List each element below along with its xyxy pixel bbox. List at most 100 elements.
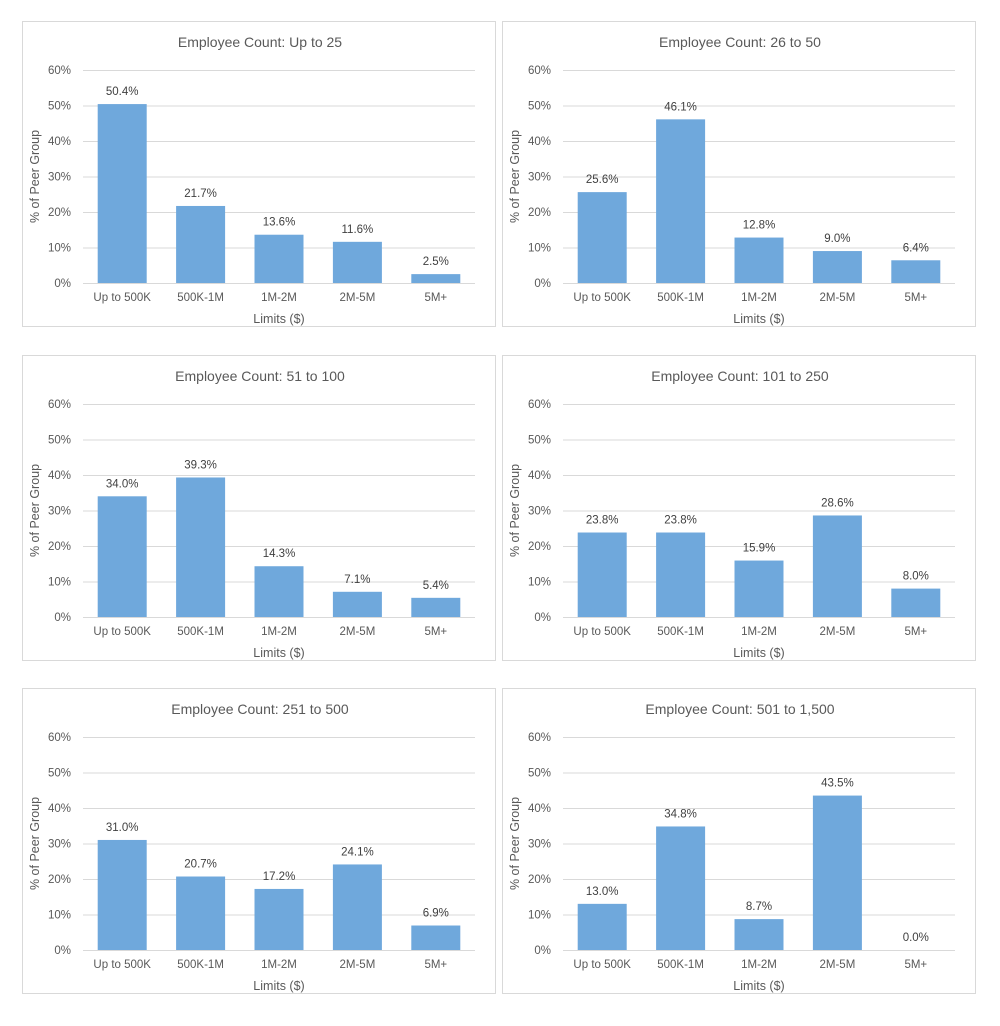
bar	[812, 795, 862, 950]
bar	[411, 274, 461, 283]
y-tick-label: 0%	[54, 612, 71, 624]
chart-title: Employee Count: 26 to 50	[659, 34, 821, 50]
chart-title: Employee Count: 251 to 500	[171, 701, 349, 717]
bar	[812, 251, 862, 283]
y-tick-label: 0%	[54, 278, 71, 290]
data-label: 13.0%	[586, 886, 619, 898]
bar	[254, 888, 304, 950]
bar-chart: Employee Count: 101 to 250 0% 10% 20% 30% 40%…	[508, 368, 955, 660]
data-label: 12.8%	[743, 220, 776, 232]
bar-chart: Employee Count: 251 to 500 0% 10% 20% 30% 40%…	[28, 701, 475, 993]
bar	[332, 864, 382, 950]
chart-title: Employee Count: 501 to 1,500	[645, 701, 834, 717]
bar	[577, 532, 627, 617]
y-tick-label: 60%	[48, 65, 71, 77]
x-tick-label: 2M-5M	[340, 626, 376, 638]
y-tick-label: 40%	[48, 803, 71, 815]
x-axis-title: Limits ($)	[733, 979, 784, 993]
data-label: 31.0%	[106, 822, 139, 834]
x-axis-title: Limits ($)	[253, 979, 304, 993]
y-tick-label: 40%	[528, 470, 551, 482]
bar	[176, 205, 226, 283]
y-tick-label: 30%	[528, 506, 551, 518]
bar	[891, 588, 941, 617]
y-axis-title: % of Peer Group	[508, 130, 522, 223]
chart-title: Employee Count: 101 to 250	[651, 368, 829, 384]
data-label: 17.2%	[263, 871, 296, 883]
bar	[734, 919, 784, 950]
x-tick-label: 1M-2M	[741, 626, 777, 638]
chart-panel: Employee Count: 501 to 1,500 0% 10% 20% 30% 4…	[502, 688, 976, 994]
bar	[734, 237, 784, 283]
x-tick-label: 500K-1M	[657, 626, 704, 638]
chart-title: Employee Count: Up to 25	[178, 34, 342, 50]
bar	[577, 192, 627, 283]
y-tick-label: 40%	[48, 470, 71, 482]
x-tick-label: Up to 500K	[93, 626, 151, 638]
y-tick-label: 60%	[528, 399, 551, 411]
data-label: 9.0%	[824, 233, 850, 245]
y-tick-label: 50%	[528, 101, 551, 113]
y-tick-label: 60%	[48, 732, 71, 744]
bar	[254, 566, 304, 617]
data-label: 34.8%	[664, 808, 697, 820]
x-axis-title: Limits ($)	[733, 646, 784, 660]
data-label: 15.9%	[743, 543, 776, 555]
y-tick-label: 60%	[528, 65, 551, 77]
data-label: 24.1%	[341, 846, 374, 858]
data-label: 11.6%	[342, 224, 374, 236]
bar	[332, 241, 382, 283]
data-label: 25.6%	[586, 174, 619, 186]
x-tick-label: 2M-5M	[820, 626, 856, 638]
data-label: 23.8%	[664, 515, 697, 527]
x-tick-label: Up to 500K	[93, 959, 151, 971]
chart-panel: Employee Count: Up to 25 0% 10% 20% 30% 40% 50…	[22, 21, 496, 327]
y-tick-label: 10%	[528, 910, 551, 922]
bar	[891, 260, 941, 283]
x-tick-label: 500K-1M	[177, 959, 224, 971]
data-label: 43.5%	[821, 778, 854, 790]
x-axis-title: Limits ($)	[253, 646, 304, 660]
data-label: 50.4%	[106, 86, 139, 98]
bar-chart: Employee Count: 501 to 1,500 0% 10% 20% 30% 4…	[508, 701, 955, 993]
x-tick-label: 5M+	[904, 959, 927, 971]
y-tick-label: 40%	[528, 803, 551, 815]
y-axis-title: % of Peer Group	[28, 130, 42, 223]
data-label: 39.3%	[184, 459, 217, 471]
y-tick-label: 0%	[534, 945, 551, 957]
y-axis-title: % of Peer Group	[28, 464, 42, 557]
y-tick-label: 30%	[48, 506, 71, 518]
y-tick-label: 0%	[534, 612, 551, 624]
chart-panel: Employee Count: 101 to 250 0% 10% 20% 30% 40%…	[502, 355, 976, 661]
y-tick-label: 50%	[48, 768, 71, 780]
y-tick-label: 50%	[528, 435, 551, 447]
y-tick-label: 30%	[528, 839, 551, 851]
data-label: 7.1%	[344, 574, 370, 586]
bar	[577, 903, 627, 950]
y-tick-label: 10%	[528, 577, 551, 589]
y-tick-label: 50%	[48, 435, 71, 447]
y-tick-label: 30%	[48, 839, 71, 851]
bar-chart: Employee Count: 51 to 100 0% 10% 20% 30% 40% 5…	[28, 368, 475, 660]
bar	[656, 119, 706, 283]
data-label: 28.6%	[821, 497, 854, 509]
y-tick-label: 0%	[54, 945, 71, 957]
x-tick-label: Up to 500K	[93, 292, 151, 304]
chart-panel: Employee Count: 26 to 50 0% 10% 20% 30% 40% 50…	[502, 21, 976, 327]
chart-panel: Employee Count: 251 to 500 0% 10% 20% 30% 40%…	[22, 688, 496, 994]
data-label: 14.3%	[263, 548, 296, 560]
bar	[411, 597, 461, 617]
data-label: 8.7%	[746, 901, 772, 913]
data-label: 0.0%	[903, 932, 929, 944]
x-tick-label: 5M+	[424, 292, 447, 304]
data-label: 20.7%	[184, 859, 217, 871]
bar	[411, 925, 461, 950]
data-label: 21.7%	[184, 188, 217, 200]
bar	[734, 560, 784, 617]
y-tick-label: 10%	[48, 910, 71, 922]
bar	[97, 104, 147, 283]
x-tick-label: 1M-2M	[261, 959, 297, 971]
x-tick-label: 5M+	[904, 626, 927, 638]
data-label: 6.9%	[423, 908, 449, 920]
data-label: 23.8%	[586, 515, 619, 527]
